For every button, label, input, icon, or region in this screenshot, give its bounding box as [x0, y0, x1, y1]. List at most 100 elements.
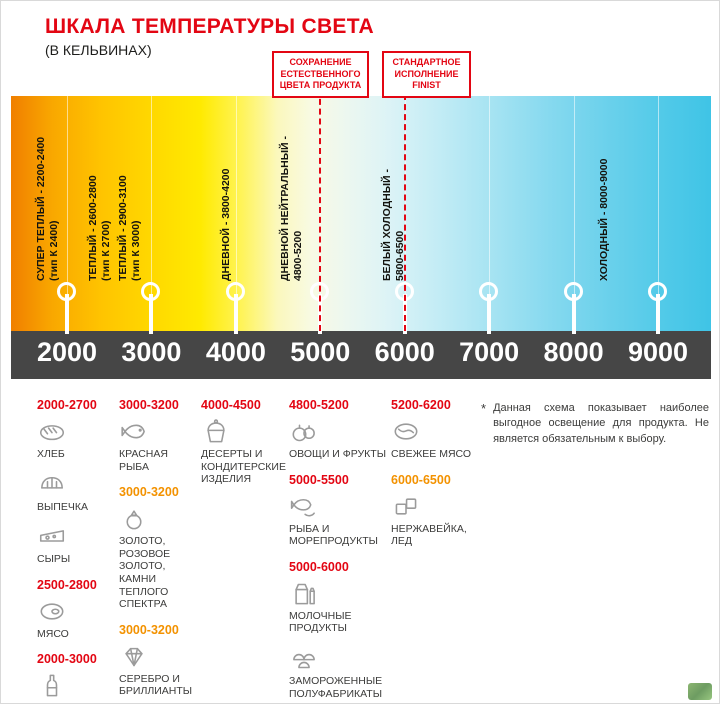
fruits-icon [292, 424, 315, 442]
tick-hairline [235, 96, 237, 331]
legend-column-0: 2000-2700 ХЛЕБ ВЫПЕЧКА СЫРЫ 2500-2800 МЯСО 200… [37, 398, 113, 703]
legend-item-label: АКОГОЛЬ [37, 702, 113, 703]
legend-item-label: НЕРЖАВЕЙКА, ЛЕД [391, 522, 467, 548]
temperature-range: 4000-4500 [201, 398, 261, 412]
zone-text: ХОЛОДНЫЙ - 8000-9000 [598, 158, 610, 281]
zone-label-daylight: ДНЕВНОЙ - 3800-4200 [220, 169, 233, 282]
legend-item-label: РЫБА И МОРЕПРОДУКТЫ [289, 522, 378, 548]
zone-text: СУПЕР ТЕПЛЫЙ - 2200-2400 [35, 136, 47, 281]
legend-item: СЫРЫ [37, 523, 113, 566]
zone-text: ДНЕВНОЙ - 3800-4200 [220, 168, 232, 282]
page-title: ШКАЛА ТЕМПЕРАТУРЫ СВЕТА [45, 15, 374, 38]
zone-label-cold: ХОЛОДНЫЙ - 8000-9000 [598, 159, 611, 281]
marker-stem [656, 294, 660, 334]
legend-item-label: ХЛЕБ [37, 448, 65, 460]
tick-hairline [489, 96, 491, 331]
temperature-range: 3000-3200 [119, 622, 179, 637]
zone-text: ДНЕВНОЙ НЕЙТРАЛЬНЫЙ - [279, 136, 291, 281]
cheese-icon [39, 530, 65, 542]
tick-label: 5000 [290, 337, 351, 367]
tick-hairline [67, 96, 68, 331]
legend-item-label: ОВОЩИ И ФРУКТЫ [289, 448, 387, 460]
zone-subtext: 4800-5200 [292, 230, 304, 281]
zone-label-warm-3000: ТЕПЛЫЙ - 2900-3100 (тип К 3000) [117, 175, 143, 281]
marker-stem [233, 294, 238, 334]
zone-label-neutral-daylight: ДНЕВНОЙ НЕЙТРАЛЬНЫЙ - 4800-5200 [279, 136, 305, 281]
temperature-range: 2000-3000 [37, 652, 97, 667]
fish-icon [121, 424, 145, 439]
marker-stem [65, 294, 69, 334]
temperature-range: 3000-3200 [119, 398, 179, 412]
legend-item: ОВОЩИ И ФРУКТЫ [289, 418, 389, 461]
tick-hairline [573, 96, 575, 331]
zone-text: ТЕПЛЫЙ - 2600-2800 [87, 175, 99, 281]
zone-subtext: (тип К 2700) [100, 220, 112, 281]
marker-circle [141, 282, 161, 301]
temperature-range: 5000-6000 [289, 559, 349, 574]
tick-label: 9000 [627, 337, 689, 367]
marker-stem [571, 294, 576, 334]
legend-item-label: СВЕЖЕЕ МЯСО [391, 448, 472, 460]
zone-text: ТЕПЛЫЙ - 2900-3100 [117, 175, 129, 281]
pastry-icon [41, 476, 63, 489]
ice-icon [395, 497, 417, 515]
legend-item: СВЕЖЕЕ МЯСО [391, 418, 479, 461]
legend-item: КРАСНАЯ РЫБА [119, 418, 199, 473]
legend-item-label: ЗАМОРОЖЕННЫЕ ПОЛУФАБРИКАТЫ [289, 674, 383, 700]
gem-icon [125, 647, 143, 667]
tick-label: 4000 [205, 337, 266, 367]
dashed-line-standard-finist [404, 84, 406, 331]
legend-item-label: ДЕСЕРТЫ И КОНДИТЕРСКИЕ ИЗДЕЛИЯ [201, 448, 286, 486]
marker-circle [57, 282, 76, 301]
marker-circle [225, 282, 245, 301]
legend-item: ДЕСЕРТЫ И КОНДИТЕРСКИЕ ИЗДЕЛИЯ [201, 418, 289, 486]
frozen-icon [293, 653, 315, 669]
steak-icon [394, 423, 418, 440]
zone-subtext: (тип К 2400) [48, 220, 60, 281]
tick-label: 8000 [543, 337, 604, 367]
temperature-gradient-bar: СУПЕР ТЕПЛЫЙ - 2200-2400 (тип К 2400) ТЕ… [11, 96, 711, 331]
footnote-asterisk: * [481, 401, 487, 416]
temperature-range: 5200-6200 [391, 398, 451, 412]
marker-circle [648, 282, 667, 301]
legend-item: ЗАМОРОЖЕННЫЕ ПОЛУФАБРИКАТЫ [289, 645, 389, 700]
temperature-range: 6000-6500 [391, 472, 451, 487]
kelvin-scale: СУПЕР ТЕПЛЫЙ - 2200-2400 (тип К 2400) ТЕ… [11, 96, 711, 379]
legend-column-3: 4800-5200 ОВОЩИ И ФРУКТЫ 5000-5500 РЫБА И М… [289, 398, 389, 703]
callout-standard-finist: СТАНДАРТНОЕ ИСПОЛНЕНИЕ FINIST [382, 51, 471, 99]
legend-item-label: МОЛОЧНЫЕ ПРОДУКТЫ [289, 609, 352, 635]
legend-item: РЫБА И МОРЕПРОДУКТЫ [289, 493, 389, 548]
callout-natural-color: СОХРАНЕНИЕ ЕСТЕСТВЕННОГО ЦВЕТА ПРОДУКТА [272, 51, 369, 99]
tick-label: 2000 [36, 337, 98, 367]
legend-item-label: ЗОЛОТО, РОЗОВОЕ ЗОЛОТО, КАМНИ ТЕПЛОГО СП… [119, 535, 171, 611]
bread-icon [39, 425, 65, 441]
zone-text: БЕЛЫЙ ХОЛОДНЫЙ - [381, 169, 393, 281]
legend-column-2: 4000-4500 ДЕСЕРТЫ И КОНДИТЕРСКИЕ ИЗДЕЛИЯ [201, 398, 289, 496]
marker-circle [563, 282, 583, 301]
legend-item: ХЛЕБ [37, 418, 113, 461]
legend-item-label: ВЫПЕЧКА [37, 500, 88, 513]
tick-label: 7000 [459, 337, 520, 367]
tick-hairline [658, 96, 659, 331]
zone-label-super-warm: СУПЕР ТЕПЛЫЙ - 2200-2400 (тип К 2400) [35, 137, 61, 281]
footnote: * Данная схема показывает наиболее выгод… [481, 401, 709, 447]
ring-icon [126, 510, 142, 530]
legend-item: СЕРЕБРО И БРИЛЛИАНТЫ [119, 643, 199, 698]
tick-label: 6000 [374, 337, 435, 367]
temperature-range: 4800-5200 [289, 398, 349, 412]
kelvin-axis-bar [11, 331, 711, 379]
milk-icon [295, 583, 315, 605]
temperature-range: 2500-2800 [37, 577, 97, 592]
legend-item-label: КРАСНАЯ РЫБА [119, 448, 168, 473]
temperature-range: 2000-2700 [37, 398, 97, 412]
legend-item-label: СЫРЫ [37, 553, 71, 566]
zone-label-warm-2700: ТЕПЛЫЙ - 2600-2800 (тип К 2700) [87, 175, 113, 281]
legend-item: ВЫПЕЧКА [37, 471, 113, 514]
marker-circle [479, 282, 499, 301]
tick-hairline [151, 96, 153, 331]
meat-icon [40, 603, 64, 620]
page-subtitle: (В КЕЛЬВИНАХ) [45, 42, 152, 58]
legend-item-label: МЯСО [37, 627, 69, 640]
corner-badge [688, 683, 712, 700]
legend-item: АКОГОЛЬ [37, 672, 113, 703]
